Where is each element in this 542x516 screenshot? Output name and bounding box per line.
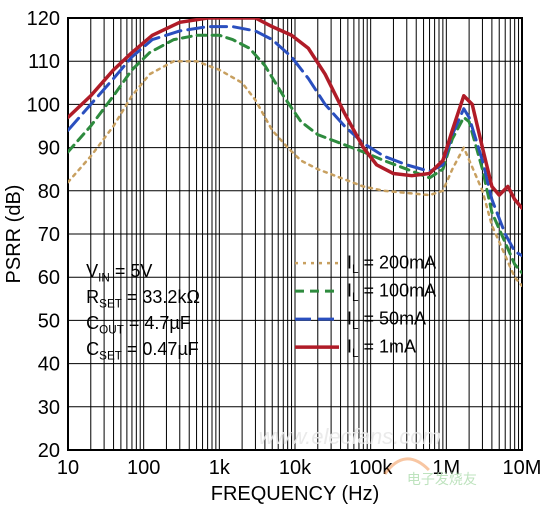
y-tick-label: 50	[38, 310, 60, 332]
y-tick-label: 30	[38, 397, 60, 419]
y-tick-label: 60	[38, 267, 60, 289]
x-tick-label: 100k	[349, 457, 393, 479]
x-tick-label: 10k	[279, 457, 312, 479]
y-tick-label: 100	[27, 94, 60, 116]
x-tick-label: 1k	[209, 457, 231, 479]
y-tick-label: 120	[27, 8, 60, 30]
legend-label: IL = 100mA	[347, 281, 436, 305]
watermark-url: www.elecfans.com	[259, 424, 441, 449]
psrr-chart: 2030405060708090100110120101001k10k100k1…	[0, 0, 542, 516]
x-tick-label: 10M	[503, 457, 542, 479]
watermark-logo-text: 电子发烧友	[407, 471, 477, 487]
y-tick-label: 80	[38, 181, 60, 203]
y-tick-label: 70	[38, 224, 60, 246]
condition-line: VIN = 5V	[86, 261, 152, 285]
x-tick-label: 100	[127, 457, 160, 479]
legend-label: IL = 200mA	[347, 253, 436, 277]
x-axis-label: FREQUENCY (Hz)	[211, 483, 380, 505]
y-tick-label: 90	[38, 138, 60, 160]
y-tick-label: 110	[28, 51, 60, 73]
legend-label: IL = 50mA	[347, 309, 426, 333]
y-tick-label: 40	[38, 354, 60, 376]
chart-svg: 2030405060708090100110120101001k10k100k1…	[0, 0, 542, 516]
y-axis-label: PSRR (dB)	[3, 185, 25, 284]
x-tick-label: 10	[57, 457, 79, 479]
